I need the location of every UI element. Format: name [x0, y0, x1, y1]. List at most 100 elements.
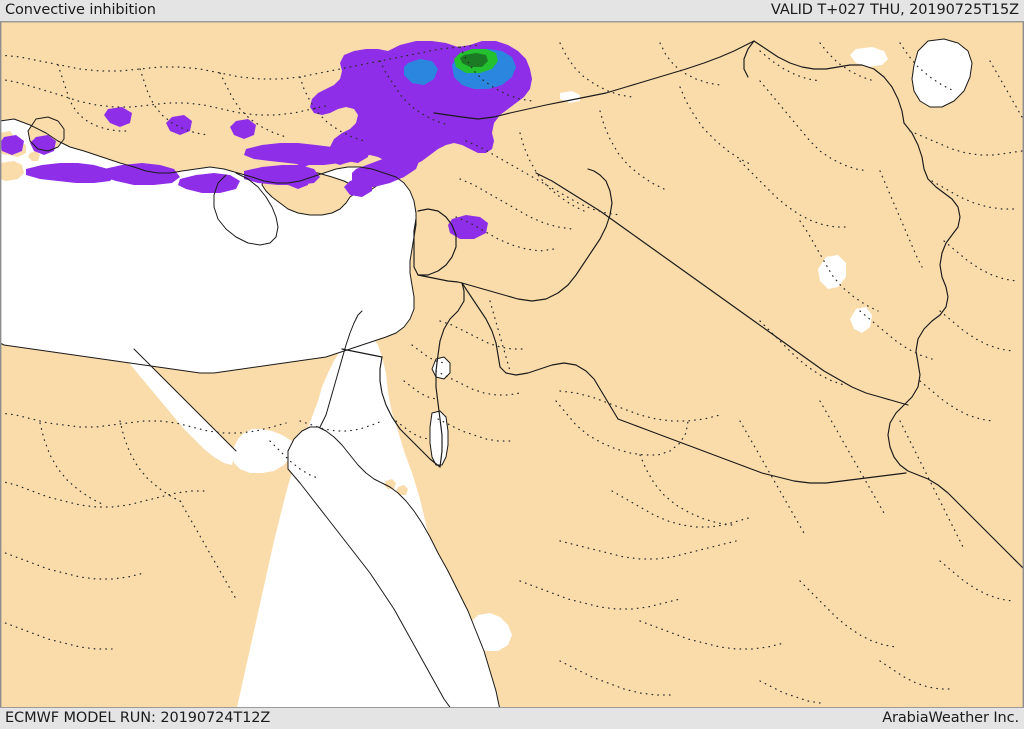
sea-gulf-of-suez	[232, 429, 300, 473]
page-title: Convective inhibition	[5, 2, 156, 18]
map-frame	[0, 22, 1024, 707]
island-kastellorizo	[28, 151, 40, 161]
coastline-gulf-of-antalya	[213, 172, 279, 246]
admin-gulf-3	[759, 680, 821, 704]
lake-urmia-outline	[911, 38, 973, 108]
sea-gulf-of-antalya	[214, 173, 278, 245]
attribution-label: ArabiaWeather Inc.	[882, 710, 1019, 726]
island-tiran	[384, 479, 396, 489]
border-turkey-iraq-iran	[753, 40, 905, 124]
weather-map-canvas[interactable]	[0, 21, 1024, 708]
coastline-gulf-of-suez	[133, 348, 237, 452]
cin-patch-nw-syria	[448, 215, 488, 239]
cin-core-nucleus	[460, 53, 488, 67]
sea-red-sea	[288, 427, 500, 707]
border-lebanon	[413, 208, 457, 276]
admin-egypt-3	[119, 420, 185, 504]
cin-blob-mersin	[230, 119, 256, 139]
header-bar: Convective inhibition VALID T+027 THU, 2…	[0, 0, 1024, 21]
border-israel-egypt	[379, 356, 441, 468]
coastline-group	[0, 116, 500, 707]
lake-razzaza	[850, 307, 872, 333]
sea-gulf-of-aqaba	[320, 311, 366, 437]
admin-saudi-11	[799, 580, 897, 648]
cin-patch-central-anatolia	[358, 113, 384, 141]
admin-egypt-1	[0, 412, 287, 434]
coastline-gulf-of-aqaba	[319, 310, 363, 428]
admin-iraq-5	[859, 310, 933, 360]
admin-turkey-4	[139, 68, 209, 136]
admin-turkey-7	[379, 60, 449, 126]
border-jordan-saudi	[461, 282, 619, 420]
lake-tharthar	[818, 255, 846, 289]
dead-sea	[430, 411, 448, 465]
coastline-aegean-islands	[27, 116, 65, 152]
national-borders-group	[341, 40, 1024, 570]
border-israel-lebanon	[417, 274, 463, 284]
model-run-label: ECMWF MODEL RUN: 20190724T12Z	[5, 710, 271, 726]
admin-saudi-9	[899, 420, 965, 550]
cin-blob-sea-2	[290, 149, 316, 167]
admin-egypt-5	[0, 550, 145, 580]
admin-sinai-2	[269, 440, 321, 480]
coastline-turkey-south	[0, 118, 417, 374]
admin-turkey-5	[219, 72, 287, 138]
admin-syria-3	[455, 216, 555, 252]
cin-blob-sea-6	[178, 173, 240, 193]
admin-israel-2	[403, 380, 437, 400]
inland-water-group	[429, 38, 973, 466]
admin-syria-4	[519, 132, 585, 212]
admin-jordan-4	[489, 300, 511, 372]
cin-blob-cyprus-north	[284, 169, 310, 189]
admin-saudi-10	[639, 620, 785, 650]
island-sanafir	[396, 485, 408, 495]
admin-iraq-4	[879, 170, 923, 268]
admin-syria-6	[679, 86, 753, 166]
peninsula-datca	[18, 107, 84, 133]
footer-bar: ECMWF MODEL RUN: 20190724T12Z ArabiaWeat…	[0, 708, 1024, 729]
border-egypt-east	[341, 348, 383, 358]
admin-jordan-2	[435, 370, 521, 396]
border-syria-jordan	[461, 168, 613, 302]
map-viewport[interactable]	[0, 21, 1024, 708]
cin-blob-sea-5	[104, 163, 180, 185]
admin-israel-1	[411, 344, 445, 364]
admin-iraq-6	[759, 320, 845, 386]
cin-field-group	[0, 41, 532, 239]
island-crete-east	[0, 161, 24, 181]
border-turkey-syria	[433, 40, 755, 120]
admin-boundaries-group	[0, 42, 1023, 704]
admin-saudi-2	[555, 400, 689, 456]
coastline-red-sea-west	[287, 468, 451, 707]
sinai-coast-detail-group	[384, 479, 408, 495]
coastline-red-sea-east	[287, 426, 500, 707]
admin-turkey-6	[299, 76, 365, 142]
admin-turkey-13	[899, 42, 955, 92]
dead-sea-outline	[429, 410, 449, 466]
cin-blob-turkish-coast-1	[104, 107, 132, 127]
valid-time-label: VALID T+027 THU, 20190725T15Z	[770, 2, 1019, 18]
admin-jordan-1	[439, 320, 525, 350]
admin-syria-1	[465, 140, 621, 216]
admin-turkey-11	[759, 50, 821, 82]
admin-egypt-4	[39, 422, 105, 506]
admin-turkey-1	[0, 44, 481, 80]
cin-region-west-lobe	[352, 75, 396, 109]
admin-syria-5	[599, 110, 665, 190]
admin-saudi-8	[819, 400, 885, 514]
cin-patch-cyprus-coast	[344, 177, 372, 197]
lake-urmia	[912, 39, 972, 107]
admin-israel-3	[395, 420, 429, 440]
sea-gulf-of-suez-channel	[124, 347, 236, 465]
cin-blob-sea-4	[26, 163, 116, 183]
border-syria-iraq	[535, 172, 909, 406]
cin-patch-iskenderun	[340, 143, 368, 163]
admin-syria-2	[459, 178, 573, 230]
admin-jordan-3	[437, 418, 511, 442]
lake-assad	[560, 91, 580, 103]
cin-band-levantine-sea-east	[352, 153, 420, 187]
admin-saudi-6	[519, 580, 681, 610]
border-jordan-israel	[435, 282, 465, 468]
border-caucasus	[743, 40, 755, 78]
